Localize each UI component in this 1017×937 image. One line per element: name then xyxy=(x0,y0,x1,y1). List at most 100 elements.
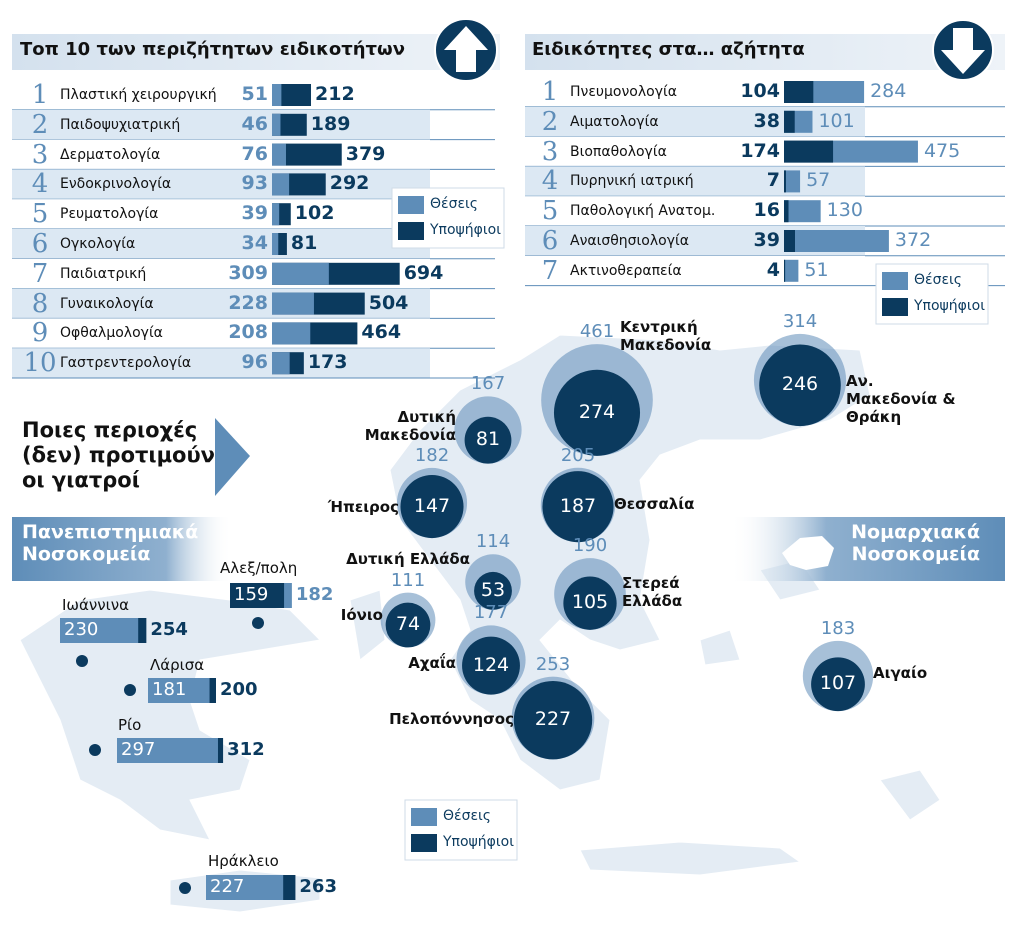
location-dot xyxy=(179,882,191,894)
location-dot xyxy=(89,744,101,756)
candidates-label: 200 xyxy=(220,679,258,700)
band xyxy=(730,517,1005,581)
seats-label: 372 xyxy=(894,229,932,251)
seats-bar xyxy=(272,113,281,136)
rank: 3 xyxy=(541,136,559,167)
seats-label: 208 xyxy=(228,321,268,344)
rank: 3 xyxy=(31,139,49,170)
candidates-bar xyxy=(784,259,786,282)
seats-label: 181 xyxy=(152,679,187,700)
seats-label: 111 xyxy=(390,569,426,591)
candidates-label: 174 xyxy=(740,139,780,162)
legend-label: Θέσεις xyxy=(443,808,491,824)
down-arrow xyxy=(932,19,994,81)
section-arrow xyxy=(215,418,250,496)
panel-title: Τοπ 10 των περιζήτητων ειδικοτήτων xyxy=(20,39,405,60)
row-bg xyxy=(12,318,430,349)
candidates-bar xyxy=(784,110,795,133)
hospital-name: Ηράκλειο xyxy=(208,852,279,870)
rank: 7 xyxy=(31,258,49,289)
legend-swatch xyxy=(411,834,437,852)
seats-label: 475 xyxy=(923,139,961,162)
candidates-bubble xyxy=(385,602,431,648)
band xyxy=(12,517,232,581)
legend-label: Υποψήφιοι xyxy=(430,222,501,238)
row-bg xyxy=(12,199,430,229)
seats-bar xyxy=(272,322,311,345)
seats-label: 51 xyxy=(804,258,829,281)
seats-label: 34 xyxy=(241,232,268,254)
candidates-label: 504 xyxy=(368,291,409,314)
rank: 4 xyxy=(541,166,559,197)
location-dot xyxy=(76,655,88,667)
map-icon xyxy=(782,536,834,570)
seats-bar xyxy=(206,875,284,900)
candidates-bubble xyxy=(542,471,614,543)
region-name: Αν. Μακεδονία & Θράκη xyxy=(846,372,956,426)
row-name: Δερματολογία xyxy=(60,146,161,163)
candidates-label: 105 xyxy=(571,591,609,614)
seats-bar xyxy=(117,738,218,763)
seats-label: 167 xyxy=(470,373,506,395)
candidates-label: 246 xyxy=(781,373,819,396)
row-bg xyxy=(525,255,865,286)
row-name: Παιδοψυχιατρική xyxy=(60,116,181,133)
seats-label: 461 xyxy=(579,321,615,343)
rank: 7 xyxy=(541,255,559,286)
row-name: Γυναικολογία xyxy=(60,295,154,312)
legend-swatch xyxy=(882,298,908,316)
candidates-label: 312 xyxy=(227,739,265,760)
legend-label: Υποψήφιοι xyxy=(443,834,514,850)
rank: 1 xyxy=(31,80,49,110)
candidates-label: 16 xyxy=(753,199,780,222)
seats-bar xyxy=(272,262,329,285)
region-name: Ήπειρος xyxy=(327,498,399,516)
candidates-bubble xyxy=(513,681,593,760)
candidates-bar xyxy=(784,140,834,163)
candidates-bubble xyxy=(563,576,617,630)
candidates-label: 4 xyxy=(766,258,780,281)
seats-label: 205 xyxy=(560,444,596,466)
row-bg xyxy=(12,348,430,378)
candidates-label: 189 xyxy=(310,112,351,135)
location-dot xyxy=(252,617,264,629)
seats-bar xyxy=(272,203,280,226)
candidates-label: 694 xyxy=(403,261,444,284)
hospital-name: Αλεξ/πολη xyxy=(220,559,298,577)
row-bg xyxy=(12,169,430,200)
candidates-label: 464 xyxy=(361,321,402,344)
seats-label: 46 xyxy=(241,112,268,135)
row-name: Ρευματολογία xyxy=(60,206,159,223)
region-name: Δυτική Μακεδονία xyxy=(364,408,456,444)
seats-label: 253 xyxy=(535,653,571,675)
title-bar xyxy=(525,34,1005,70)
seats-bar xyxy=(784,259,799,282)
section-heading: Ποιες περιοχές (δεν) προτιμούν οι γιατρο… xyxy=(22,418,215,493)
seats-label: 114 xyxy=(475,531,511,553)
region-name: Κεντρική Μακεδονία xyxy=(620,318,712,354)
candidates-label: 379 xyxy=(345,142,386,165)
seats-bar xyxy=(272,173,290,196)
candidates-bar xyxy=(784,200,789,223)
row-name: Ακτινοθεραπεία xyxy=(570,262,682,279)
candidates-label: 107 xyxy=(819,672,857,695)
candidates-label: 53 xyxy=(480,578,506,601)
panel-title: Ειδικότητες στα… αζήτητα xyxy=(532,39,805,60)
region-name: Θεσσαλία xyxy=(614,495,695,513)
seats-label: 177 xyxy=(473,602,509,624)
candidates-label: 102 xyxy=(294,202,335,225)
seats-bar xyxy=(272,233,279,255)
candidates-bar xyxy=(784,230,795,252)
candidates-label: 263 xyxy=(299,876,337,897)
seats-label: 309 xyxy=(228,261,268,284)
row-bg xyxy=(12,80,430,110)
rank: 5 xyxy=(541,196,559,227)
band-title: Πανεπιστημιακά Νοσοκομεία xyxy=(22,521,199,565)
location-dot xyxy=(124,684,136,696)
rank: 10 xyxy=(23,348,57,379)
row-name: Παθολογική Ανατομ. xyxy=(570,203,716,220)
row-name: Γαστρεντερολογία xyxy=(60,355,192,372)
region-name: Δυτική Ελλάδα xyxy=(346,550,470,568)
seats-label: 227 xyxy=(210,876,245,897)
